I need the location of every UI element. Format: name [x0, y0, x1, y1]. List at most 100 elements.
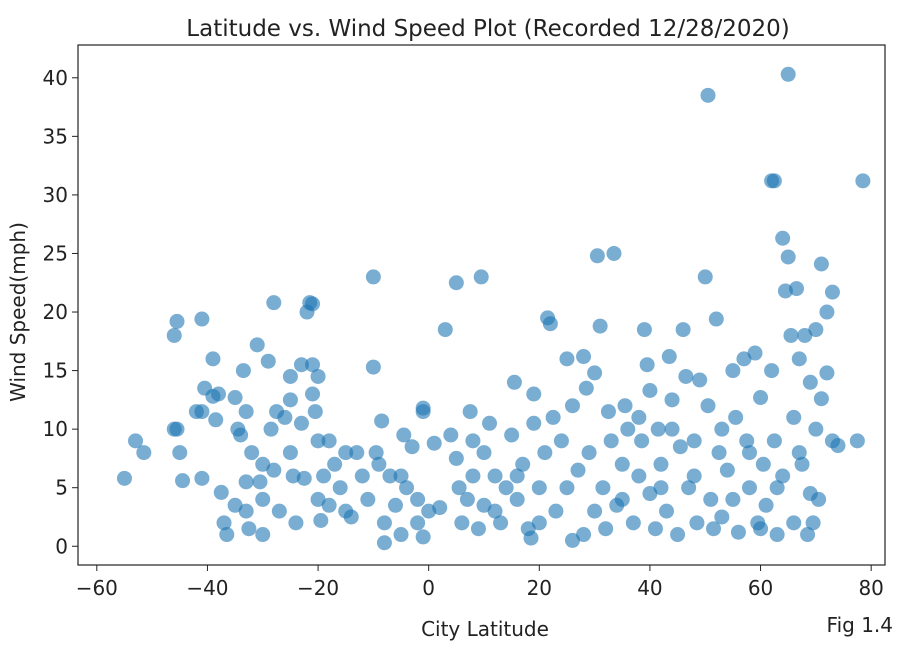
point: [443, 427, 459, 443]
point: [631, 468, 647, 484]
point: [451, 480, 467, 496]
point: [725, 363, 741, 379]
point: [797, 327, 813, 343]
point: [526, 386, 542, 402]
point: [282, 392, 298, 408]
point: [675, 322, 691, 338]
point: [432, 500, 448, 516]
point: [487, 503, 503, 519]
point: [661, 349, 677, 365]
point: [537, 445, 553, 461]
point: [293, 415, 309, 431]
point: [128, 433, 144, 449]
point: [811, 491, 827, 507]
point: [476, 445, 492, 461]
point: [244, 445, 260, 461]
point: [238, 404, 254, 420]
point: [454, 515, 470, 531]
point: [175, 473, 191, 489]
point: [365, 269, 381, 285]
point: [473, 269, 489, 285]
point: [260, 353, 276, 369]
point: [396, 427, 412, 443]
point: [672, 439, 688, 455]
point: [689, 515, 705, 531]
point: [603, 433, 619, 449]
point: [255, 456, 271, 472]
point: [116, 470, 132, 486]
point: [855, 173, 871, 189]
point: [476, 497, 492, 513]
point: [509, 468, 525, 484]
point: [169, 421, 185, 437]
point: [415, 404, 431, 420]
point: [410, 515, 426, 531]
point: [255, 527, 271, 543]
point: [293, 357, 309, 373]
point: [681, 480, 697, 496]
point: [664, 392, 680, 408]
point: [730, 524, 746, 540]
point: [238, 503, 254, 519]
point: [210, 386, 226, 402]
point: [470, 521, 486, 537]
point: [233, 427, 249, 443]
point: [263, 421, 279, 437]
point: [266, 462, 282, 478]
point: [614, 456, 630, 472]
point: [296, 470, 312, 486]
y-tick-label: 35: [43, 124, 68, 148]
point: [205, 351, 221, 367]
point: [700, 398, 716, 414]
point: [714, 421, 730, 437]
point: [399, 480, 415, 496]
point: [374, 413, 390, 429]
point: [166, 327, 182, 343]
point: [310, 433, 326, 449]
point: [766, 173, 782, 189]
point: [136, 445, 152, 461]
plot-frame: [77, 44, 886, 566]
point: [194, 404, 210, 420]
x-tick-label: 0: [422, 576, 435, 600]
point: [307, 404, 323, 420]
point: [465, 468, 481, 484]
point: [404, 439, 420, 455]
point: [794, 456, 810, 472]
point: [741, 480, 757, 496]
point: [719, 462, 735, 478]
point: [545, 409, 561, 425]
point: [692, 372, 708, 388]
point: [509, 491, 525, 507]
point: [523, 530, 539, 546]
point: [813, 256, 829, 272]
point: [800, 527, 816, 543]
point: [219, 527, 235, 543]
point: [393, 527, 409, 543]
y-tick-label: 30: [43, 183, 68, 207]
point: [653, 480, 669, 496]
point: [642, 486, 658, 502]
point: [387, 497, 403, 513]
point: [282, 445, 298, 461]
point: [316, 468, 332, 484]
point: [313, 512, 329, 528]
point: [697, 269, 713, 285]
point: [487, 468, 503, 484]
point: [769, 480, 785, 496]
point: [739, 433, 755, 449]
point: [213, 484, 229, 500]
chart-title: Latitude vs. Wind Speed Plot (Recorded 1…: [186, 16, 789, 42]
y-tick-label: 15: [43, 359, 68, 383]
point: [327, 456, 343, 472]
point: [570, 462, 586, 478]
point: [542, 316, 558, 332]
point: [780, 66, 796, 82]
point: [564, 532, 580, 548]
point: [249, 337, 265, 353]
point: [587, 365, 603, 381]
x-tick-label: 80: [858, 576, 883, 600]
point: [255, 491, 271, 507]
point: [706, 521, 722, 537]
point: [564, 398, 580, 414]
